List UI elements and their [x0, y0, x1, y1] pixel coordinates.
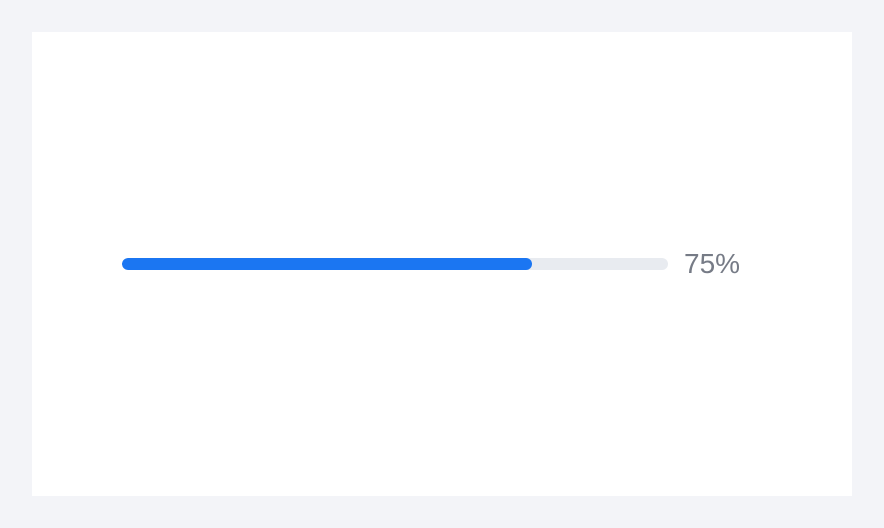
progress-percentage-label: 75%: [684, 248, 741, 279]
progress-card: 75%: [32, 32, 852, 496]
progress-track: [122, 258, 668, 270]
progress-row: 75%: [122, 250, 740, 278]
progress-fill: [122, 258, 532, 270]
